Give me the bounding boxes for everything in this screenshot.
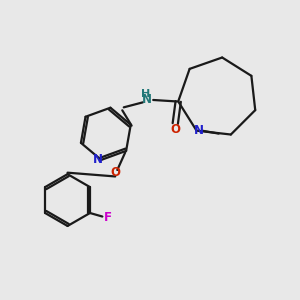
Text: F: F bbox=[104, 211, 112, 224]
Text: N: N bbox=[142, 94, 152, 106]
Text: H: H bbox=[141, 88, 151, 98]
Text: N: N bbox=[194, 124, 204, 137]
Text: O: O bbox=[111, 167, 121, 179]
Text: N: N bbox=[93, 152, 103, 166]
Text: O: O bbox=[170, 123, 180, 136]
